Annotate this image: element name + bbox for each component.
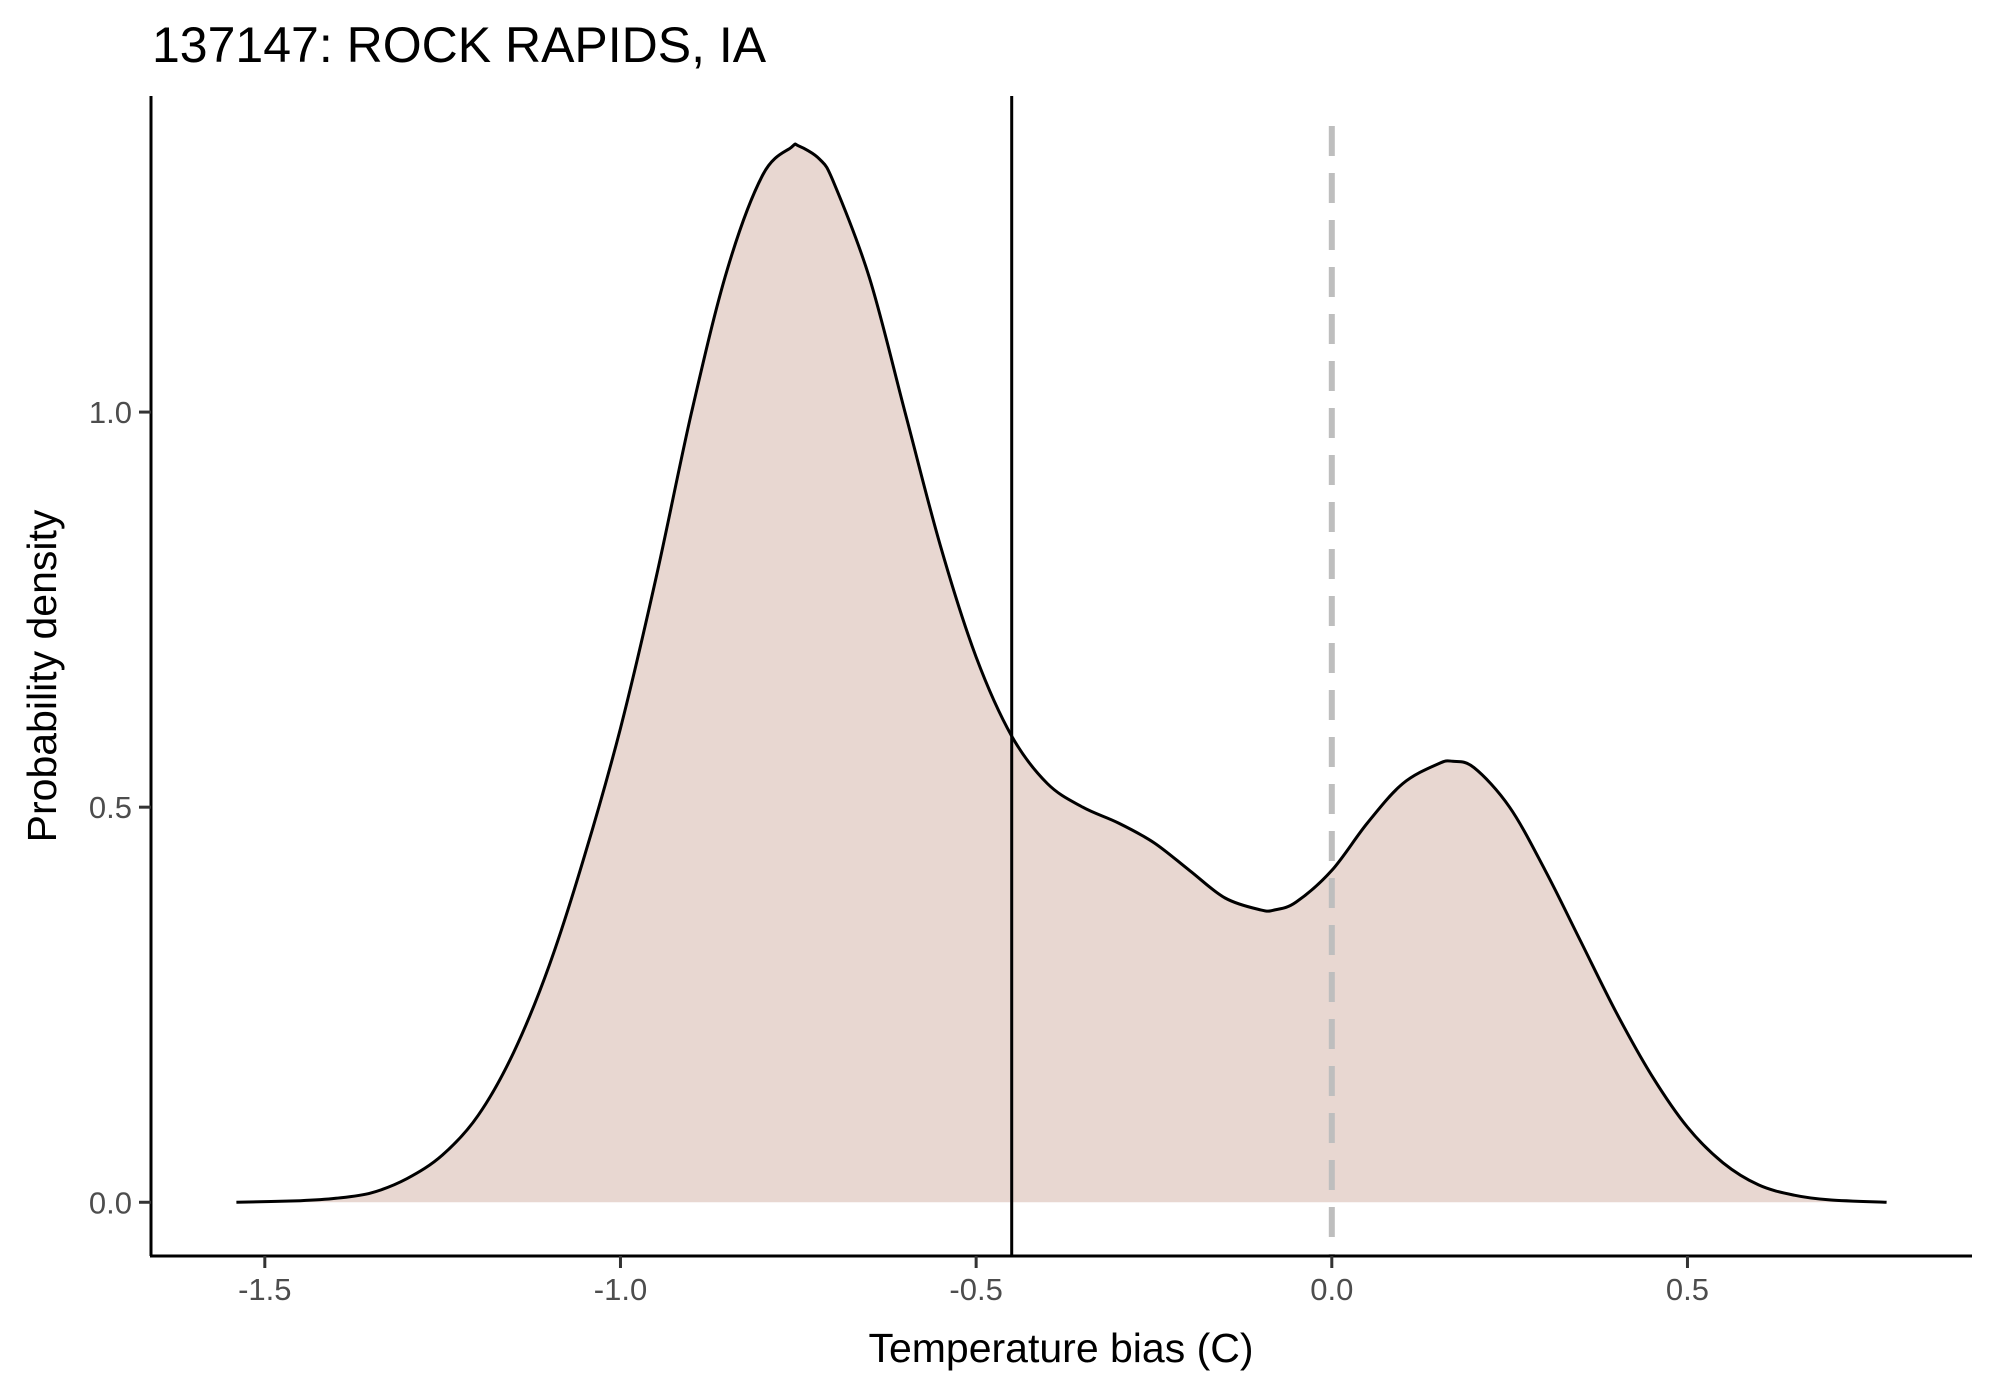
y-axis: 0.0 0.5 1.0 bbox=[89, 96, 153, 1256]
y-tick-label: 0.0 bbox=[89, 1185, 132, 1220]
x-tick-label: 0.5 bbox=[1666, 1272, 1709, 1307]
y-axis-title: Probability density bbox=[19, 509, 65, 842]
plot-panel bbox=[236, 96, 1887, 1256]
x-axis-title: Temperature bias (C) bbox=[868, 1325, 1253, 1371]
x-tick-label: -1.0 bbox=[594, 1272, 647, 1307]
x-axis: -1.5 -1.0 -0.5 0.0 0.5 bbox=[150, 1254, 1972, 1307]
x-tick-label: -1.5 bbox=[238, 1272, 291, 1307]
y-tick-label: 0.5 bbox=[89, 790, 132, 825]
density-area bbox=[236, 144, 1887, 1203]
x-tick-label: -0.5 bbox=[949, 1272, 1002, 1307]
y-tick-label: 1.0 bbox=[89, 395, 132, 430]
x-tick-label: 0.0 bbox=[1310, 1272, 1353, 1307]
density-curve bbox=[236, 142, 1887, 1204]
chart-title: 137147: ROCK RAPIDS, IA bbox=[152, 17, 767, 73]
